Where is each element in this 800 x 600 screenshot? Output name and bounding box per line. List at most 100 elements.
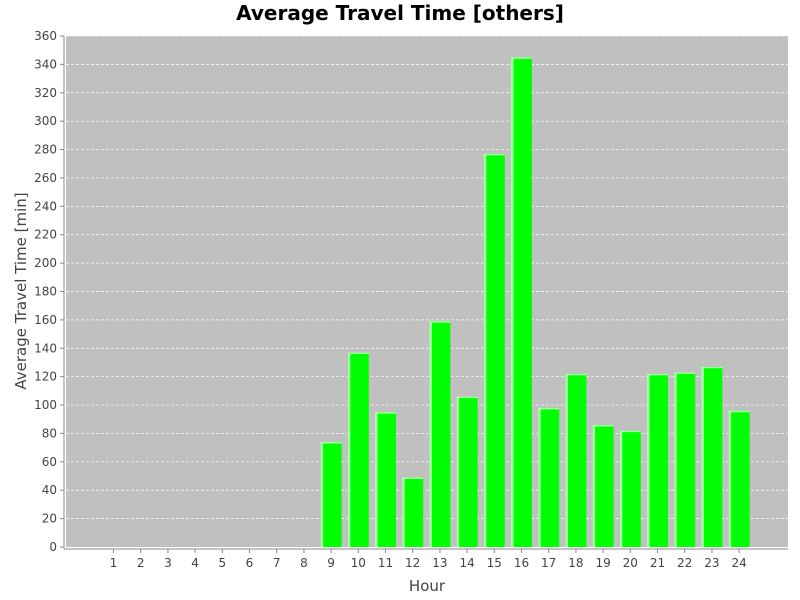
x-tick-label: 24 [731, 556, 746, 570]
bar-top-highlight [347, 352, 369, 355]
x-tick-label: 8 [300, 556, 308, 570]
x-tick-label: 7 [273, 556, 281, 570]
x-tick-label: 17 [541, 556, 556, 570]
y-tick-label: 60 [42, 455, 57, 469]
x-tick-label: 14 [459, 556, 474, 570]
bar [592, 424, 614, 547]
y-tick-label: 100 [34, 398, 57, 412]
x-tick-label: 4 [191, 556, 199, 570]
bar-fill [619, 430, 641, 547]
bar-top-highlight [592, 424, 614, 427]
bar-highlight [701, 366, 704, 547]
y-tick-label: 260 [34, 171, 57, 185]
bar-top-highlight [565, 373, 587, 376]
bar [483, 153, 505, 547]
bar-top-highlight [647, 373, 668, 376]
bar-highlight [402, 477, 405, 547]
bar [538, 407, 560, 547]
bar-fill [429, 321, 451, 547]
bar-highlight [347, 352, 351, 547]
bar-fill [456, 396, 478, 547]
x-axis-ticks: 1 2 3 4 5 6 7 8 9 10 11 12 13 14 15 16 17 18 19 20 21 22 23 24 [110, 549, 747, 570]
y-tick-label: 300 [34, 114, 57, 128]
y-axis-ticks: 0 20 40 60 80 100 120 140 160 180 200 220 240 260 280 3… [34, 29, 64, 554]
y-tick-label: 0 [49, 540, 57, 554]
x-tick-label: 18 [568, 556, 583, 570]
x-tick-label: 23 [704, 556, 719, 570]
x-tick-label: 11 [378, 556, 393, 570]
bar-highlight [674, 372, 677, 547]
x-tick-label: 19 [595, 556, 610, 570]
bar-highlight [320, 441, 324, 547]
bar-top-highlight [402, 477, 424, 479]
x-tick-label: 10 [351, 556, 366, 570]
bar [320, 441, 342, 547]
bar-highlight [511, 57, 514, 548]
x-tick-label: 15 [487, 556, 502, 570]
y-tick-label: 220 [34, 228, 57, 242]
bar [511, 57, 532, 548]
y-tick-label: 340 [34, 57, 57, 71]
bar-fill [511, 57, 532, 548]
bar [728, 410, 750, 547]
bar [429, 321, 451, 547]
bar-highlight [592, 424, 596, 547]
bar-fill [701, 366, 723, 547]
bar-fill [347, 352, 369, 547]
bar-top-highlight [674, 372, 696, 374]
x-tick-label: 1 [110, 556, 118, 570]
x-tick-label: 22 [677, 556, 692, 570]
y-tick-label: 40 [42, 483, 57, 497]
bar-highlight [565, 373, 568, 547]
y-axis-label: Average Travel Time [min] [12, 192, 30, 389]
bar-fill [674, 372, 696, 547]
gridlines [66, 35, 788, 519]
bar-series [320, 57, 750, 548]
bar [647, 373, 668, 547]
x-tick-label: 9 [327, 556, 335, 570]
bar-top-highlight [701, 366, 723, 369]
bar-highlight [456, 396, 460, 547]
x-tick-label: 20 [623, 556, 638, 570]
bar-highlight [647, 373, 650, 547]
y-tick-label: 20 [42, 512, 57, 526]
bar-fill [375, 412, 396, 547]
y-tick-label: 160 [34, 313, 57, 327]
y-tick-label: 240 [34, 199, 57, 213]
bar-top-highlight [728, 410, 750, 413]
bar-top-highlight [456, 396, 478, 399]
bar [701, 366, 723, 547]
x-tick-label: 5 [218, 556, 226, 570]
x-tick-label: 12 [405, 556, 420, 570]
y-tick-label: 280 [34, 143, 57, 157]
bar [402, 477, 424, 547]
x-tick-label: 6 [246, 556, 254, 570]
bar-fill [728, 410, 750, 547]
y-tick-label: 80 [42, 426, 57, 440]
x-tick-label: 3 [164, 556, 172, 570]
x-tick-label: 16 [514, 556, 529, 570]
bar-highlight [483, 153, 487, 547]
y-tick-label: 140 [34, 341, 57, 355]
bar [456, 396, 478, 547]
bar-fill [647, 373, 668, 547]
y-tick-label: 200 [34, 256, 57, 270]
bar-fill [483, 153, 505, 547]
bar-highlight [429, 321, 432, 547]
bar-top-highlight [619, 430, 641, 433]
bar-top-highlight [511, 57, 532, 59]
chart-title: Average Travel Time [others] [236, 1, 564, 25]
bar-top-highlight [429, 321, 451, 323]
bar [565, 373, 587, 547]
y-tick-label: 120 [34, 370, 57, 384]
bar [375, 412, 396, 547]
bar-fill [592, 424, 614, 547]
bar-top-highlight [538, 407, 560, 410]
bar-highlight [375, 412, 378, 547]
x-tick-label: 13 [432, 556, 447, 570]
bar-highlight [619, 430, 623, 547]
bar-top-highlight [483, 153, 505, 156]
bar-fill [538, 407, 560, 547]
x-tick-label: 2 [137, 556, 145, 570]
